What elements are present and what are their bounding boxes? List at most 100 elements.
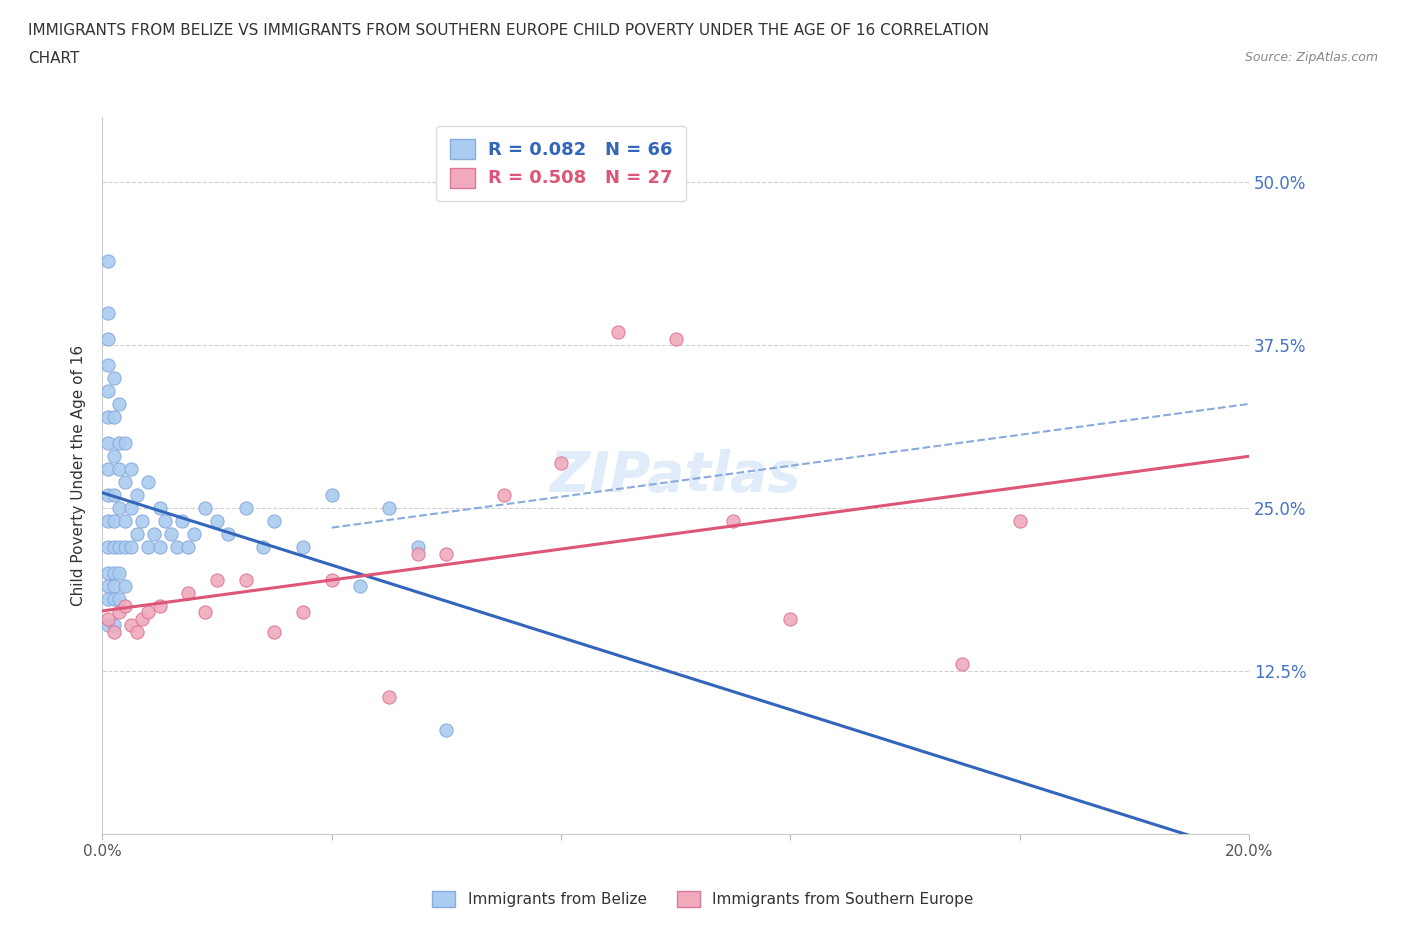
Point xyxy=(194,500,217,515)
Point xyxy=(120,500,142,515)
Point xyxy=(177,585,200,600)
Point xyxy=(108,461,131,476)
Point xyxy=(125,487,148,502)
Point xyxy=(160,526,183,541)
Point xyxy=(252,539,274,554)
Point xyxy=(125,624,148,639)
Point xyxy=(103,513,125,528)
Point xyxy=(114,513,136,528)
Point xyxy=(114,578,136,593)
Point xyxy=(114,435,136,450)
Point xyxy=(103,370,125,385)
Text: IMMIGRANTS FROM BELIZE VS IMMIGRANTS FROM SOUTHERN EUROPE CHILD POVERTY UNDER TH: IMMIGRANTS FROM BELIZE VS IMMIGRANTS FRO… xyxy=(28,23,988,38)
Point xyxy=(550,455,572,470)
Point xyxy=(114,474,136,489)
Point xyxy=(378,500,401,515)
Point xyxy=(434,546,457,561)
Point xyxy=(235,500,257,515)
Point xyxy=(177,539,200,554)
Point xyxy=(321,572,343,587)
Text: CHART: CHART xyxy=(28,51,80,66)
Point xyxy=(291,604,314,619)
Point xyxy=(97,383,120,398)
Point xyxy=(148,598,170,613)
Point xyxy=(97,435,120,450)
Point xyxy=(665,331,688,346)
Point xyxy=(194,604,217,619)
Point xyxy=(131,513,153,528)
Point xyxy=(97,253,120,268)
Point xyxy=(97,357,120,372)
Text: ZIPatlas: ZIPatlas xyxy=(550,448,801,502)
Point xyxy=(103,591,125,606)
Point xyxy=(97,305,120,320)
Point xyxy=(97,539,120,554)
Point xyxy=(97,487,120,502)
Point xyxy=(103,448,125,463)
Point xyxy=(103,487,125,502)
Point xyxy=(108,565,131,580)
Point xyxy=(108,539,131,554)
Point xyxy=(120,618,142,632)
Point xyxy=(492,487,515,502)
Point xyxy=(217,526,239,541)
Point xyxy=(97,331,120,346)
Text: Source: ZipAtlas.com: Source: ZipAtlas.com xyxy=(1244,51,1378,64)
Point xyxy=(155,513,177,528)
Point xyxy=(97,611,120,626)
Point xyxy=(148,539,170,554)
Point xyxy=(321,487,343,502)
Point xyxy=(114,598,136,613)
Point xyxy=(205,513,228,528)
Legend: R = 0.082   N = 66, R = 0.508   N = 27: R = 0.082 N = 66, R = 0.508 N = 27 xyxy=(436,126,686,201)
Point xyxy=(97,513,120,528)
Point xyxy=(183,526,205,541)
Point xyxy=(108,591,131,606)
Point xyxy=(263,513,285,528)
Point xyxy=(205,572,228,587)
Point xyxy=(97,409,120,424)
Point xyxy=(103,624,125,639)
Point xyxy=(131,611,153,626)
Point xyxy=(378,689,401,704)
Point xyxy=(108,396,131,411)
Point xyxy=(291,539,314,554)
Point xyxy=(136,604,159,619)
Point xyxy=(406,546,429,561)
Point xyxy=(779,611,801,626)
Point xyxy=(434,722,457,737)
Point xyxy=(97,591,120,606)
Point xyxy=(1008,513,1031,528)
Point xyxy=(172,513,194,528)
Point xyxy=(349,578,371,593)
Point xyxy=(263,624,285,639)
Point xyxy=(148,500,170,515)
Point xyxy=(136,474,159,489)
Y-axis label: Child Poverty Under the Age of 16: Child Poverty Under the Age of 16 xyxy=(72,345,86,606)
Point xyxy=(108,604,131,619)
Point xyxy=(103,409,125,424)
Point xyxy=(97,461,120,476)
Point xyxy=(166,539,188,554)
Point xyxy=(952,657,974,671)
Point xyxy=(103,539,125,554)
Point xyxy=(103,578,125,593)
Point xyxy=(103,565,125,580)
Point xyxy=(235,572,257,587)
Point xyxy=(108,435,131,450)
Point xyxy=(97,618,120,632)
Point xyxy=(120,539,142,554)
Point xyxy=(114,539,136,554)
Point xyxy=(97,565,120,580)
Point xyxy=(406,539,429,554)
Point xyxy=(120,461,142,476)
Point xyxy=(136,539,159,554)
Point xyxy=(607,325,630,339)
Legend: Immigrants from Belize, Immigrants from Southern Europe: Immigrants from Belize, Immigrants from … xyxy=(426,884,980,913)
Point xyxy=(103,618,125,632)
Point xyxy=(97,578,120,593)
Point xyxy=(142,526,165,541)
Point xyxy=(108,500,131,515)
Point xyxy=(125,526,148,541)
Point xyxy=(721,513,744,528)
